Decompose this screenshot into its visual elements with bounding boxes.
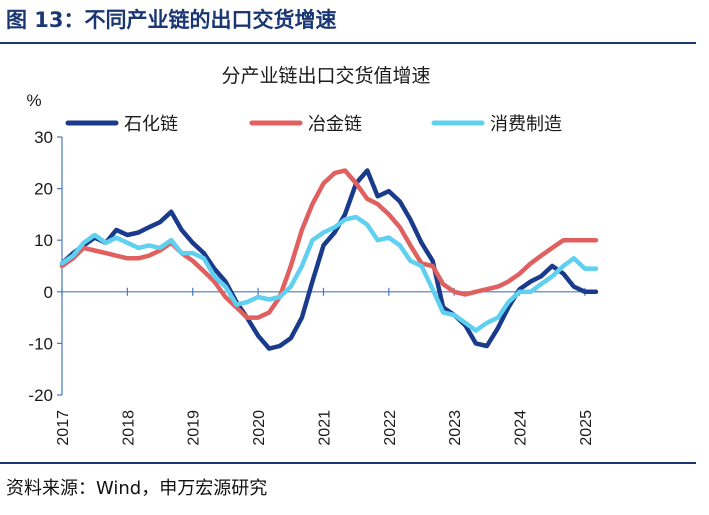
x-tick-label: 2021	[316, 410, 333, 446]
series-line-2	[59, 168, 599, 320]
legend-label-1: 石化链	[124, 114, 178, 134]
x-tick-label: 2018	[120, 410, 137, 446]
x-tick-label: 2020	[251, 410, 268, 446]
header-rule	[0, 42, 696, 44]
y-tick-label: 0	[44, 283, 53, 302]
axes: -20 -10 0 10 20 30 2017 2018 2019 2020 2021 2022 202…	[28, 128, 598, 446]
source-note: 资料来源：Wind，申万宏源研究	[6, 478, 268, 499]
series-line-1	[59, 168, 599, 351]
x-tick-label: 2025	[578, 410, 595, 446]
x-tick-label: 2022	[382, 410, 399, 446]
y-tick-label: 10	[34, 231, 53, 250]
y-tick-label: 20	[34, 180, 53, 199]
footer-rule	[0, 462, 696, 464]
chart-title: 分产业链出口交货值增速	[221, 65, 430, 87]
legend-label-2: 冶金链	[308, 114, 362, 134]
x-tick-label: 2017	[55, 410, 72, 446]
y-axis-unit: %	[26, 91, 41, 110]
figure-title: 图 13：不同产业链的出口交货增速	[6, 8, 337, 32]
series-line-3	[59, 214, 599, 333]
legend: 石化链 冶金链 消费制造	[65, 114, 562, 134]
x-tick-label: 2024	[513, 410, 530, 446]
y-tick-label: -20	[28, 386, 53, 405]
plot-area	[59, 168, 599, 351]
x-tick-label: 2023	[447, 410, 464, 446]
x-tick-label: 2019	[186, 410, 203, 446]
legend-label-3: 消费制造	[490, 114, 562, 134]
y-tick-label: -10	[28, 334, 53, 353]
y-tick-label: 30	[34, 128, 53, 147]
